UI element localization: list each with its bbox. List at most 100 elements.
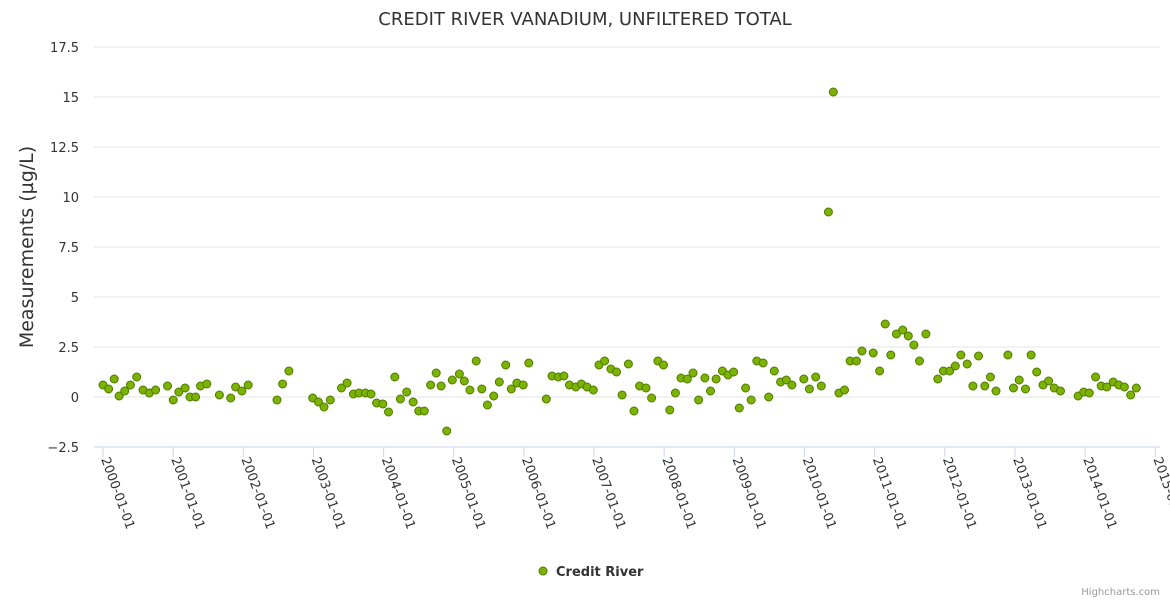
data-point[interactable] — [711, 374, 721, 384]
data-point[interactable] — [688, 368, 698, 378]
data-point[interactable] — [769, 366, 779, 376]
data-point[interactable] — [659, 360, 668, 370]
data-point[interactable] — [151, 385, 161, 395]
legend[interactable]: Credit River — [538, 565, 644, 580]
data-point[interactable] — [342, 378, 352, 388]
data-point[interactable] — [278, 379, 288, 389]
data-point[interactable] — [962, 359, 972, 369]
data-point[interactable] — [174, 387, 184, 397]
data-point[interactable] — [243, 380, 253, 390]
data-point[interactable] — [1102, 382, 1112, 392]
data-point[interactable] — [600, 356, 610, 366]
data-point[interactable] — [1026, 350, 1036, 360]
data-point[interactable] — [1056, 386, 1065, 396]
data-point[interactable] — [816, 381, 826, 391]
data-point[interactable] — [284, 366, 294, 376]
data-point[interactable] — [851, 356, 861, 366]
data-point[interactable] — [1009, 383, 1018, 393]
data-point[interactable] — [734, 403, 744, 413]
data-point[interactable] — [524, 358, 534, 368]
data-point[interactable] — [746, 395, 756, 405]
data-point[interactable] — [828, 87, 838, 97]
data-point[interactable] — [231, 382, 241, 392]
data-point[interactable] — [482, 400, 492, 410]
data-point[interactable] — [214, 390, 224, 400]
data-point[interactable] — [956, 350, 966, 360]
data-point[interactable] — [903, 331, 913, 341]
data-point[interactable] — [384, 407, 393, 417]
data-point[interactable] — [1044, 376, 1054, 386]
data-point[interactable] — [758, 358, 768, 368]
data-point[interactable] — [706, 386, 715, 396]
data-point[interactable] — [109, 374, 119, 384]
data-point[interactable] — [840, 385, 849, 395]
data-point[interactable] — [494, 377, 504, 387]
data-point[interactable] — [319, 402, 329, 412]
data-point[interactable] — [694, 395, 704, 405]
data-point[interactable] — [1119, 382, 1129, 392]
data-point[interactable] — [787, 380, 797, 390]
data-point[interactable] — [729, 367, 739, 377]
data-point[interactable] — [431, 368, 441, 378]
data-point[interactable] — [898, 325, 908, 335]
data-point[interactable] — [114, 391, 124, 401]
data-point[interactable] — [612, 367, 621, 377]
data-point[interactable] — [272, 395, 282, 405]
data-point[interactable] — [804, 384, 814, 394]
data-point[interactable] — [125, 380, 135, 390]
data-point[interactable] — [506, 384, 516, 394]
data-point[interactable] — [442, 426, 452, 436]
data-point[interactable] — [168, 395, 178, 405]
data-point[interactable] — [459, 376, 469, 386]
data-point[interactable] — [857, 346, 867, 356]
data-point[interactable] — [447, 375, 457, 385]
data-point[interactable] — [764, 392, 774, 402]
data-point[interactable] — [132, 372, 142, 382]
data-point[interactable] — [436, 381, 446, 391]
data-point[interactable] — [408, 397, 418, 407]
data-point[interactable] — [933, 374, 943, 384]
data-point[interactable] — [501, 360, 511, 370]
data-point[interactable] — [325, 395, 335, 405]
data-point[interactable] — [1021, 384, 1030, 394]
data-point[interactable] — [1032, 367, 1042, 377]
data-point[interactable] — [741, 383, 751, 393]
data-point[interactable] — [891, 329, 901, 339]
data-point[interactable] — [1003, 350, 1013, 360]
data-point[interactable] — [426, 380, 436, 390]
data-point[interactable] — [471, 356, 481, 366]
legend-marker-icon[interactable] — [538, 566, 548, 576]
data-point[interactable] — [1091, 372, 1101, 382]
series-credit-river[interactable] — [98, 87, 1141, 436]
data-point[interactable] — [974, 351, 983, 361]
data-point[interactable] — [191, 392, 201, 402]
data-point[interactable] — [518, 380, 528, 390]
data-point[interactable] — [313, 397, 323, 407]
credits-link[interactable]: Highcharts.com — [1081, 587, 1160, 598]
data-point[interactable] — [811, 372, 821, 382]
data-point[interactable] — [617, 390, 627, 400]
data-point[interactable] — [647, 393, 657, 403]
data-point[interactable] — [588, 385, 598, 395]
data-point[interactable] — [629, 406, 639, 416]
data-point[interactable] — [104, 384, 114, 394]
data-point[interactable] — [465, 385, 475, 395]
data-point[interactable] — [991, 386, 1001, 396]
data-point[interactable] — [781, 375, 791, 385]
data-point[interactable] — [670, 388, 680, 398]
data-point[interactable] — [226, 393, 236, 403]
data-point[interactable] — [886, 350, 896, 360]
legend-item-credit-river[interactable]: Credit River — [556, 565, 644, 580]
data-point[interactable] — [541, 394, 551, 404]
data-point[interactable] — [120, 386, 130, 396]
data-point[interactable] — [823, 207, 833, 217]
data-point[interactable] — [477, 384, 487, 394]
data-point[interactable] — [868, 348, 878, 358]
data-point[interactable] — [180, 383, 190, 393]
data-point[interactable] — [980, 381, 990, 391]
data-point[interactable] — [909, 340, 919, 350]
data-point[interactable] — [985, 372, 995, 382]
data-point[interactable] — [390, 372, 400, 382]
data-point[interactable] — [1126, 390, 1136, 400]
data-point[interactable] — [968, 381, 978, 391]
